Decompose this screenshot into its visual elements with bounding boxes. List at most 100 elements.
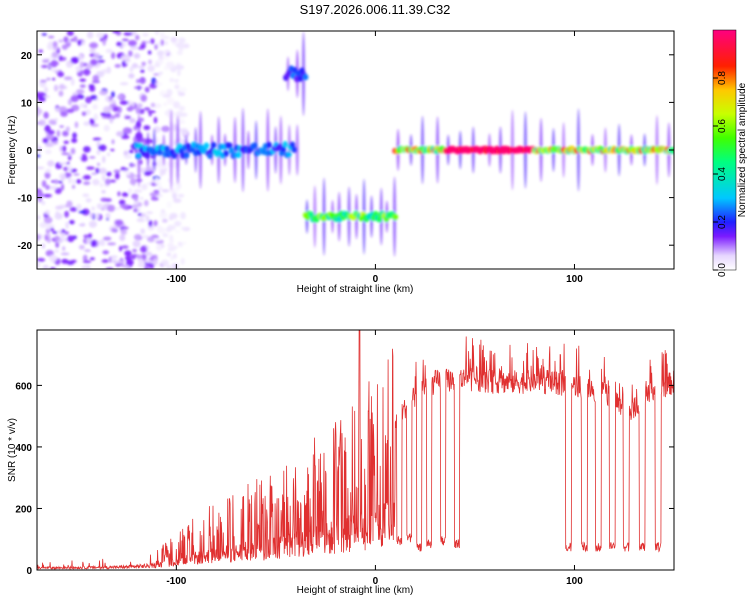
noise-cell xyxy=(182,43,190,49)
noise-cell xyxy=(146,236,156,243)
noise-cell xyxy=(76,89,85,95)
noise-cell xyxy=(59,125,64,128)
noise-cell xyxy=(154,136,161,144)
noise-cell xyxy=(81,266,86,269)
noise-cell xyxy=(148,220,153,228)
noise-cell xyxy=(89,59,98,66)
noise-cell xyxy=(143,170,152,176)
noise-cell xyxy=(160,259,169,267)
noise-cell xyxy=(150,38,155,45)
noise-cell xyxy=(143,125,151,131)
noise-cell xyxy=(86,166,95,170)
noise-cell xyxy=(96,162,101,166)
noise-cell xyxy=(120,228,128,236)
noise-cell xyxy=(132,240,141,248)
noise-cell xyxy=(173,253,177,259)
noise-cell xyxy=(135,34,140,41)
noise-cell xyxy=(76,203,82,211)
noise-cell xyxy=(178,106,186,111)
noise-cell xyxy=(164,40,168,46)
noise-cell xyxy=(54,212,63,220)
noise-cell xyxy=(92,74,100,82)
tone-cell xyxy=(266,141,272,149)
noise-cell xyxy=(37,143,40,147)
noise-cell xyxy=(177,241,183,246)
colorbar-tick-label: 0.8 xyxy=(717,71,728,85)
feature-high-tone xyxy=(283,31,309,116)
noise-cell xyxy=(104,198,112,202)
y-tick-label: 400 xyxy=(15,443,32,454)
noise-cell xyxy=(116,131,124,137)
noise-cell xyxy=(153,220,158,227)
noise-cell xyxy=(50,227,55,232)
noise-cell xyxy=(130,256,136,260)
noise-cell xyxy=(147,110,156,114)
noise-cell xyxy=(107,204,116,212)
colorbar-tick-label: 0.4 xyxy=(717,167,728,181)
snr-chart: -100 0 100 0 200 400 600 Height of straight li… xyxy=(7,329,675,596)
noise-cell xyxy=(46,224,55,228)
noise-cell xyxy=(148,112,152,117)
noise-cell xyxy=(159,173,163,177)
noise-cell xyxy=(153,258,158,266)
noise-cell xyxy=(113,169,121,174)
noise-cell xyxy=(120,57,129,60)
noise-cell xyxy=(131,63,139,69)
noise-cell xyxy=(101,259,109,263)
noise-cell xyxy=(162,233,169,238)
noise-cell xyxy=(180,212,186,220)
noise-cell xyxy=(119,100,129,105)
noise-cell xyxy=(180,226,186,230)
noise-cell xyxy=(41,200,46,206)
noise-cell xyxy=(48,119,57,125)
noise-cell xyxy=(71,58,79,64)
noise-cell xyxy=(44,86,49,93)
noise-cell xyxy=(178,37,186,44)
noise-cell xyxy=(70,38,75,42)
noise-cell xyxy=(52,231,58,234)
spectrogram-xlabel: Height of straight line (km) xyxy=(297,284,414,295)
tone-cell xyxy=(207,152,213,160)
noise-cell xyxy=(46,226,51,230)
noise-cell xyxy=(129,66,134,73)
noise-cell xyxy=(119,203,129,209)
noise-cell xyxy=(149,84,158,88)
noise-cell xyxy=(142,33,149,37)
noise-cell xyxy=(79,69,84,75)
noise-cell xyxy=(124,265,130,269)
noise-cell xyxy=(170,36,178,43)
noise-cell xyxy=(82,193,90,198)
noise-cell xyxy=(37,91,41,99)
noise-cell xyxy=(140,245,147,253)
noise-cell xyxy=(41,243,45,249)
noise-cell xyxy=(54,179,59,185)
noise-cell xyxy=(71,259,77,263)
noise-cell xyxy=(132,248,137,253)
noise-cell xyxy=(68,220,75,224)
noise-cell xyxy=(50,68,60,72)
noise-cell xyxy=(145,215,150,222)
noise-cell xyxy=(57,71,65,78)
noise-cell xyxy=(101,115,111,119)
noise-cell xyxy=(85,175,91,180)
noise-cell xyxy=(61,183,65,191)
noise-cell xyxy=(94,212,100,220)
noise-cell xyxy=(176,64,181,71)
noise-cell xyxy=(45,143,54,148)
noise-cell xyxy=(89,85,96,92)
noise-cell xyxy=(115,263,122,267)
noise-cell xyxy=(84,109,91,116)
noise-cell xyxy=(98,90,108,96)
noise-cell xyxy=(43,193,53,198)
noise-cell xyxy=(145,40,151,44)
noise-cell xyxy=(158,71,163,75)
noise-cell xyxy=(37,261,41,268)
noise-cell xyxy=(174,229,181,233)
noise-cell xyxy=(63,76,73,81)
noise-cell xyxy=(60,173,66,181)
noise-cell xyxy=(37,154,41,158)
noise-cell xyxy=(105,48,113,54)
colorbar-ticks: 0.0 0.2 0.4 0.6 0.8 xyxy=(713,71,728,277)
noise-cell xyxy=(133,53,141,59)
